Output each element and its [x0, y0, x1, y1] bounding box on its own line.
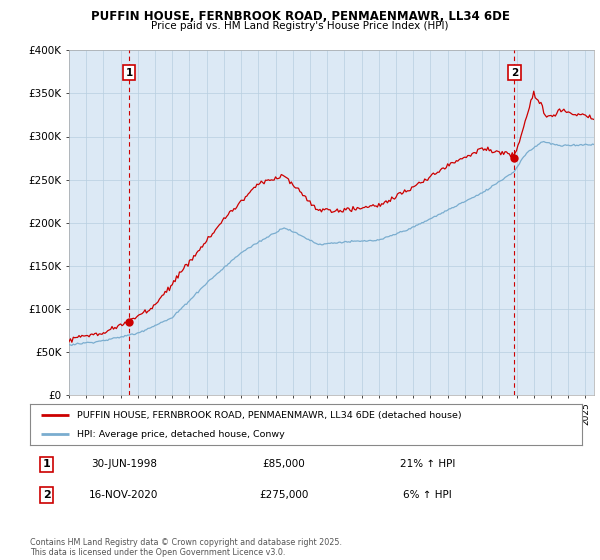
Text: PUFFIN HOUSE, FERNBROOK ROAD, PENMAENMAWR, LL34 6DE: PUFFIN HOUSE, FERNBROOK ROAD, PENMAENMAW… — [91, 10, 509, 23]
Text: £275,000: £275,000 — [259, 490, 308, 500]
Text: Contains HM Land Registry data © Crown copyright and database right 2025.
This d: Contains HM Land Registry data © Crown c… — [30, 538, 342, 557]
Text: 30-JUN-1998: 30-JUN-1998 — [91, 459, 157, 469]
Text: Price paid vs. HM Land Registry's House Price Index (HPI): Price paid vs. HM Land Registry's House … — [151, 21, 449, 31]
Text: 2: 2 — [511, 68, 518, 78]
Text: 16-NOV-2020: 16-NOV-2020 — [89, 490, 158, 500]
Text: 21% ↑ HPI: 21% ↑ HPI — [400, 459, 455, 469]
Text: 2: 2 — [43, 490, 50, 500]
Text: 1: 1 — [125, 68, 133, 78]
Text: HPI: Average price, detached house, Conwy: HPI: Average price, detached house, Conw… — [77, 430, 284, 438]
Text: 1: 1 — [43, 459, 50, 469]
Text: PUFFIN HOUSE, FERNBROOK ROAD, PENMAENMAWR, LL34 6DE (detached house): PUFFIN HOUSE, FERNBROOK ROAD, PENMAENMAW… — [77, 411, 461, 420]
Text: £85,000: £85,000 — [263, 459, 305, 469]
Text: 6% ↑ HPI: 6% ↑ HPI — [403, 490, 452, 500]
